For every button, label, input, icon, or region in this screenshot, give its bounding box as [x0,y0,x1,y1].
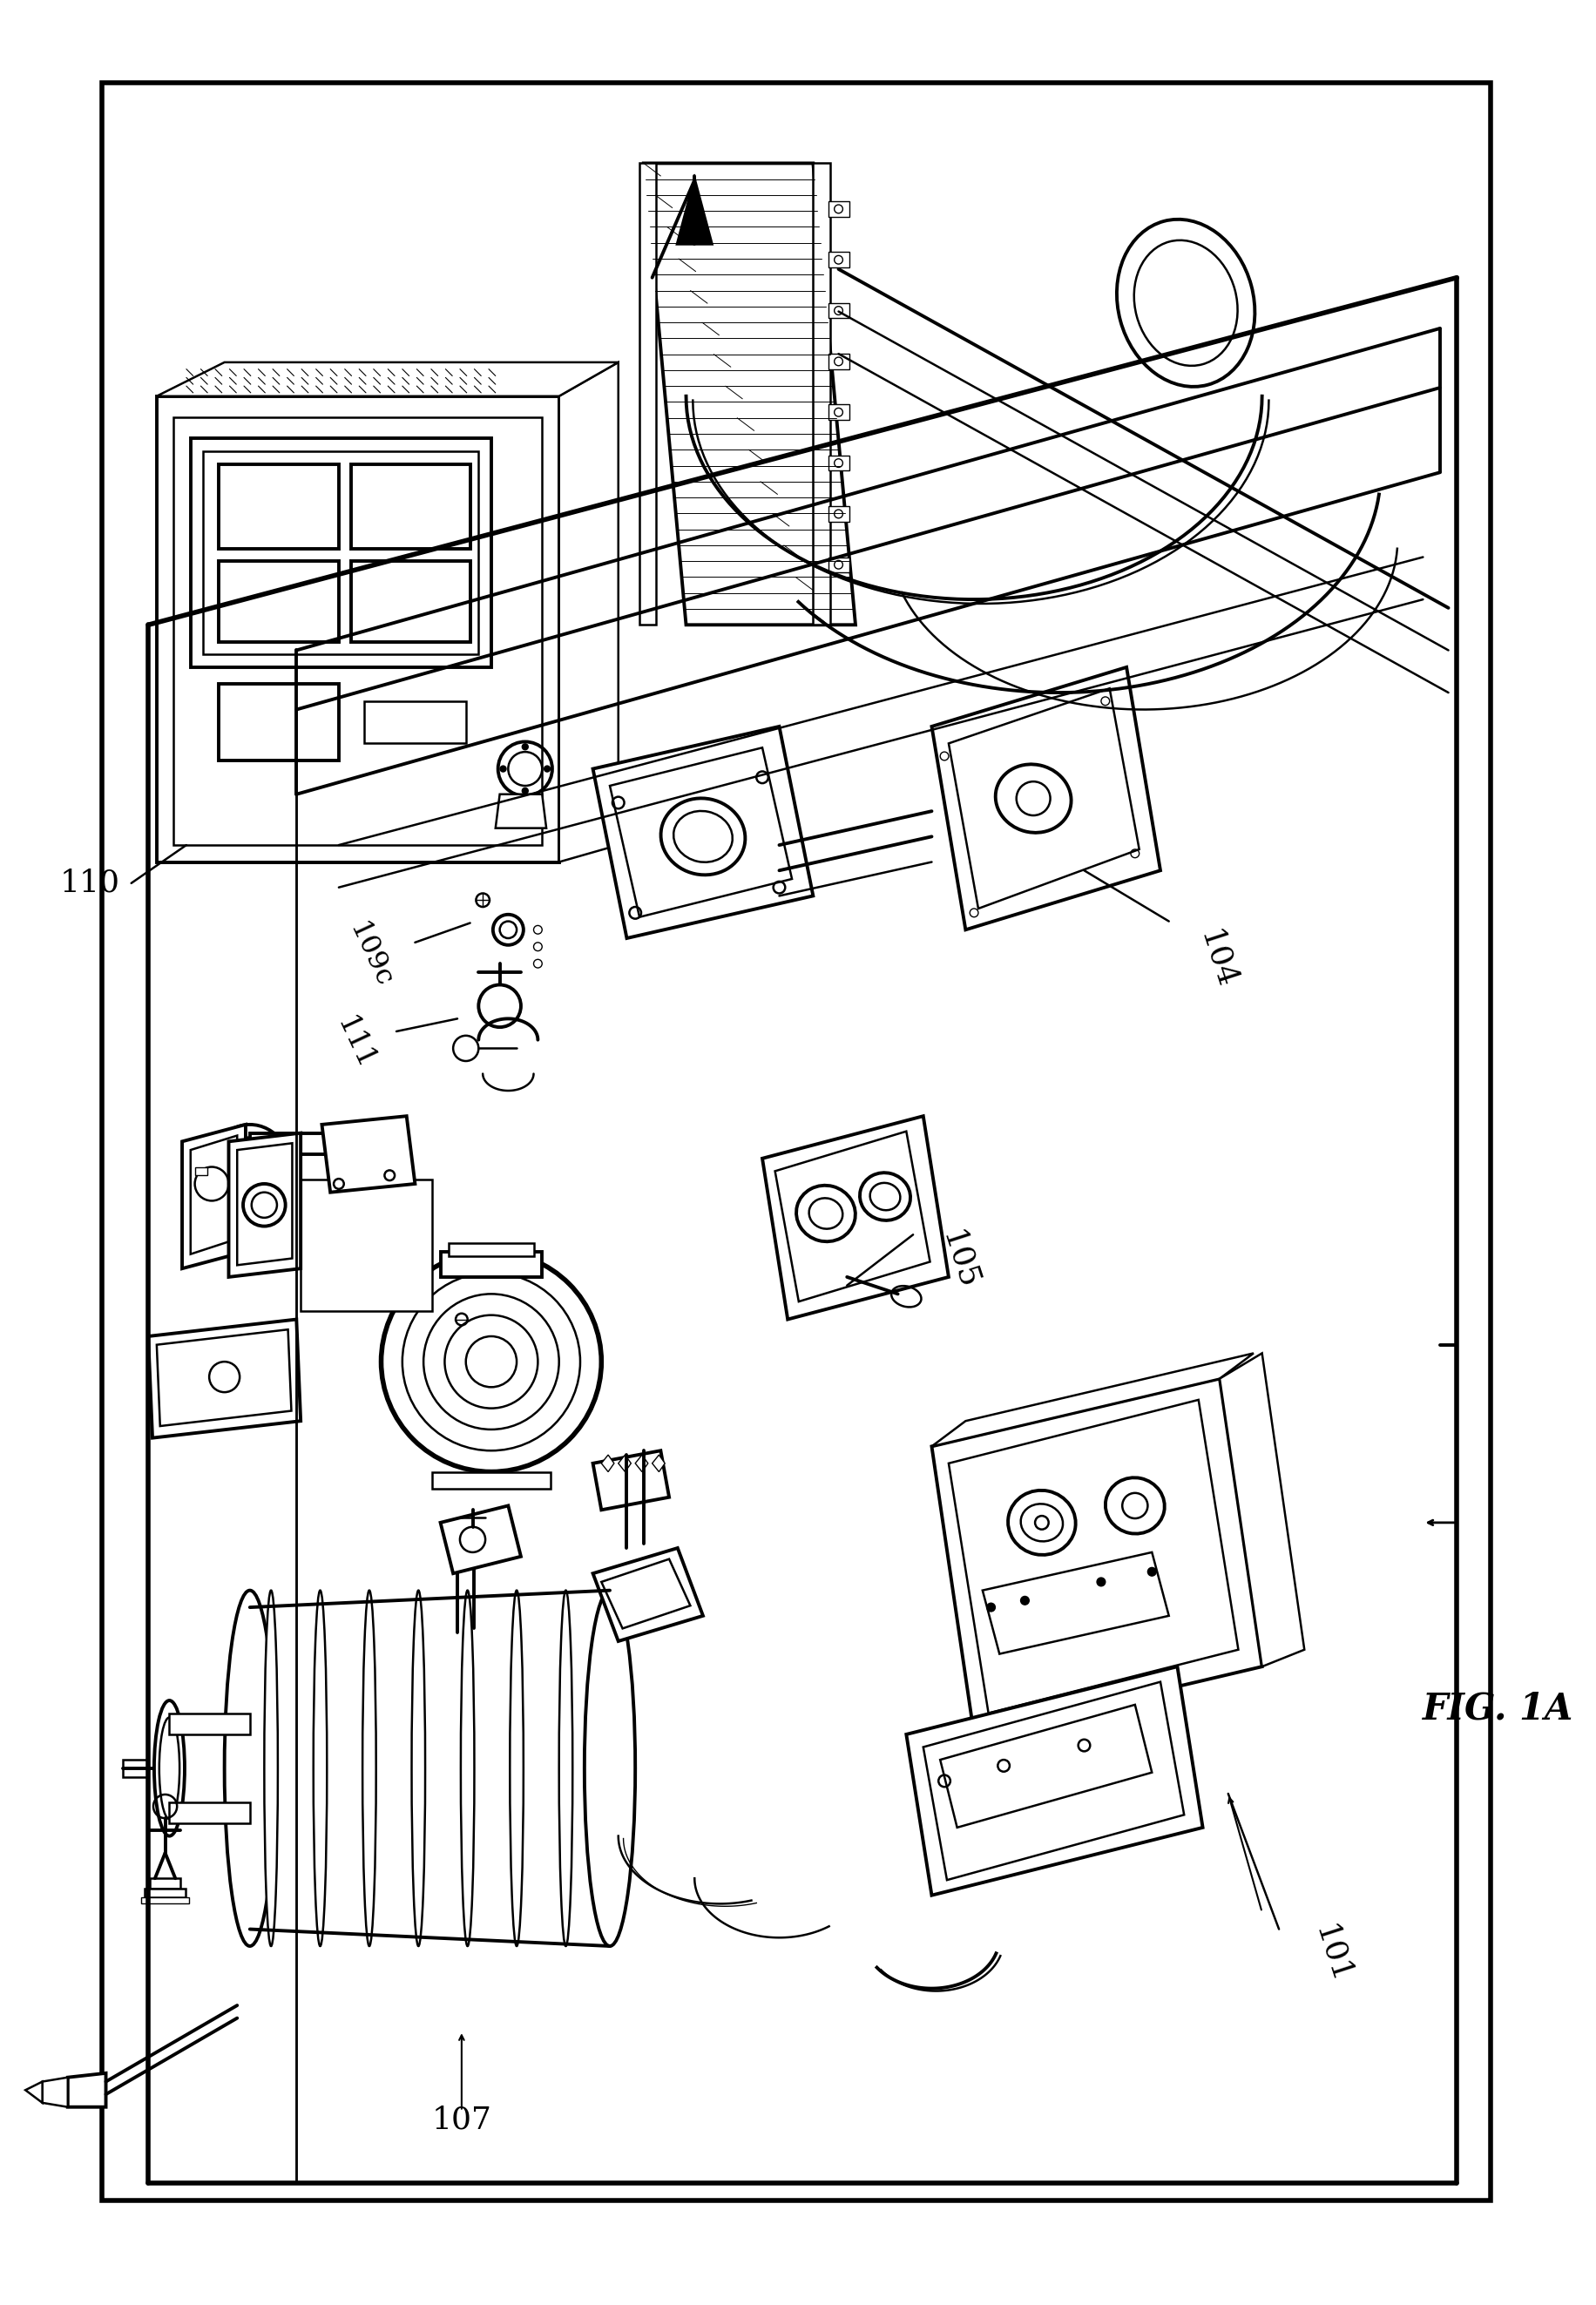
Polygon shape [643,164,855,625]
Polygon shape [495,795,546,827]
Bar [249,1134,335,1155]
Text: 110: 110 [61,869,120,899]
Bar [102,83,1491,2201]
Polygon shape [774,1132,929,1302]
Circle shape [1096,1577,1104,1586]
Text: 104: 104 [1194,927,1240,993]
Polygon shape [148,1318,300,1438]
Ellipse shape [412,1590,425,1945]
Polygon shape [638,164,656,625]
Ellipse shape [509,1590,523,1945]
Bar [195,1166,207,1176]
Bar [828,406,849,420]
Polygon shape [219,562,338,641]
Polygon shape [922,1683,1184,1881]
Bar [142,1897,188,1904]
Ellipse shape [461,1590,474,1945]
Polygon shape [351,562,469,641]
Polygon shape [351,463,469,549]
Polygon shape [610,747,792,917]
Polygon shape [592,726,812,938]
Polygon shape [219,463,338,549]
Polygon shape [930,1378,1261,1733]
Polygon shape [203,452,479,655]
Ellipse shape [263,1590,278,1945]
Polygon shape [592,1549,702,1641]
Polygon shape [1219,1353,1304,1667]
Polygon shape [592,1450,669,1510]
Circle shape [1148,1567,1156,1577]
Polygon shape [67,2072,105,2107]
Polygon shape [43,2077,67,2107]
Bar [828,302,849,318]
Bar [169,1713,249,1733]
Polygon shape [174,417,541,846]
Polygon shape [322,1116,415,1192]
Circle shape [522,745,527,749]
Polygon shape [190,1136,238,1254]
Text: FIG. 1A: FIG. 1A [1422,1690,1574,1726]
Polygon shape [812,164,830,625]
Bar [828,507,849,521]
Polygon shape [440,1505,520,1574]
Text: 107: 107 [431,2104,492,2134]
Polygon shape [219,685,338,761]
Ellipse shape [362,1590,377,1945]
Text: 111: 111 [330,1012,380,1074]
Text: 101: 101 [1307,1922,1355,1987]
Circle shape [544,765,549,772]
Polygon shape [635,1454,648,1473]
Circle shape [522,788,527,793]
Bar [440,1252,541,1277]
Polygon shape [156,396,559,862]
Polygon shape [982,1551,1168,1655]
Bar [828,201,849,217]
Polygon shape [761,1116,948,1318]
Polygon shape [190,438,492,666]
Polygon shape [948,689,1138,908]
Polygon shape [651,1454,664,1473]
Polygon shape [238,1143,292,1265]
Ellipse shape [225,1590,275,1945]
Polygon shape [300,1180,433,1312]
Polygon shape [602,1558,689,1630]
Ellipse shape [584,1590,635,1945]
Bar [828,355,849,369]
Polygon shape [930,1353,1253,1448]
Bar [123,1759,148,1777]
Ellipse shape [155,1701,185,1837]
Polygon shape [602,1454,614,1473]
Bar [169,1803,249,1823]
Polygon shape [364,701,466,745]
Ellipse shape [313,1590,327,1945]
Circle shape [1020,1597,1028,1604]
Polygon shape [948,1399,1237,1713]
Bar [828,456,849,470]
Bar [828,251,849,267]
Bar [150,1879,180,1888]
Bar [145,1888,185,1897]
Polygon shape [618,1454,630,1473]
Bar [249,1212,335,1235]
Text: 105: 105 [935,1226,982,1293]
Polygon shape [907,1667,1202,1895]
Polygon shape [677,180,712,244]
Bar [433,1473,551,1489]
Text: 109c: 109c [343,917,396,991]
Bar [828,558,849,572]
Ellipse shape [559,1590,573,1945]
Circle shape [500,765,506,772]
Polygon shape [156,362,618,396]
Polygon shape [559,362,618,862]
Polygon shape [156,1330,290,1427]
Polygon shape [182,1125,246,1268]
Polygon shape [930,666,1160,929]
Bar [448,1242,533,1256]
Polygon shape [228,1134,300,1277]
Circle shape [986,1602,994,1611]
Polygon shape [940,1706,1151,1828]
Polygon shape [26,2081,43,2102]
